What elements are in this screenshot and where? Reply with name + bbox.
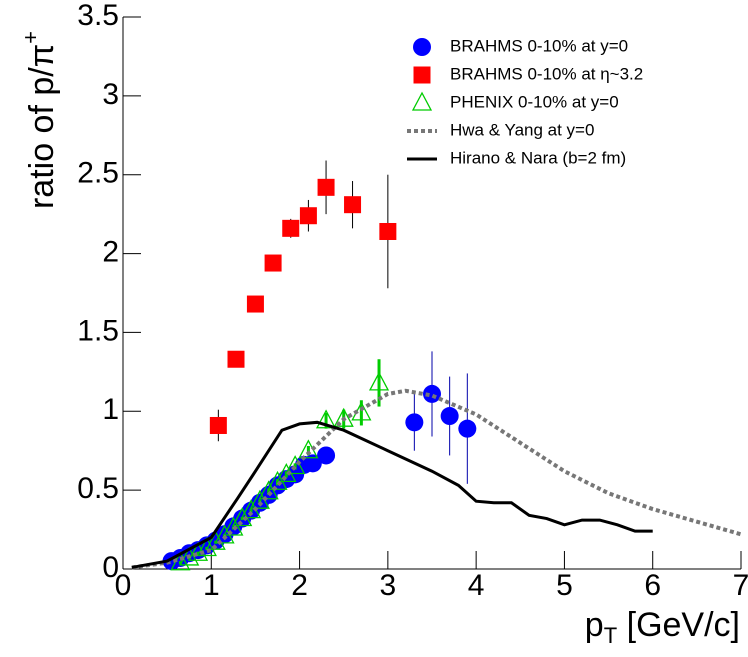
legend-label: Hwa & Yang at y=0 bbox=[450, 120, 594, 139]
x-axis-title-rest: [GeV/c] bbox=[617, 606, 740, 644]
marker-triangle bbox=[179, 546, 200, 566]
marker-circle bbox=[405, 413, 424, 432]
legend-label: BRAHMS 0-10% at η~3.2 bbox=[450, 64, 643, 83]
y-tick-label: 0 bbox=[102, 551, 119, 584]
legend-label: Hirano & Nara (b=2 fm) bbox=[450, 148, 626, 167]
y-axis-title-sup: + bbox=[18, 31, 43, 44]
marker-square bbox=[209, 416, 227, 434]
marker-circle bbox=[440, 407, 459, 426]
y-axis-title: ratio of p/π+ bbox=[18, 31, 61, 209]
x-tick-label: 1 bbox=[203, 569, 220, 602]
marker-triangle bbox=[411, 91, 433, 111]
marker-square bbox=[227, 350, 245, 368]
marker-circle bbox=[303, 454, 322, 473]
marker-triangle bbox=[196, 537, 217, 557]
marker-square bbox=[379, 222, 397, 240]
x-tick-label: 3 bbox=[380, 569, 397, 602]
marker-triangle bbox=[223, 516, 244, 536]
marker-circle bbox=[423, 384, 441, 403]
marker-circle bbox=[317, 446, 336, 465]
model-curve bbox=[131, 420, 653, 569]
x-tick-label: 2 bbox=[291, 569, 308, 602]
marker-square bbox=[317, 178, 335, 196]
marker-square bbox=[299, 207, 317, 225]
y-tick-label: 1 bbox=[102, 393, 119, 426]
marker-square bbox=[282, 219, 300, 237]
marker-square bbox=[413, 66, 431, 84]
x-axis-title: pT [GeV/c] bbox=[585, 606, 740, 648]
marker-triangle bbox=[333, 407, 354, 427]
x-axis-title-text: p bbox=[585, 606, 604, 644]
x-tick-label: 5 bbox=[556, 569, 573, 602]
y-tick-label: 2 bbox=[102, 235, 119, 268]
legend-label: BRAHMS 0-10% at y=0 bbox=[450, 36, 628, 55]
marker-square bbox=[264, 254, 282, 272]
marker-triangle bbox=[258, 480, 279, 500]
x-tick-label: 0 bbox=[115, 569, 132, 602]
y-tick-label: 1.5 bbox=[77, 314, 119, 347]
marker-triangle bbox=[285, 455, 306, 475]
y-tick-label: 0.5 bbox=[77, 472, 119, 505]
marker-triangle bbox=[368, 371, 390, 391]
x-tick-label: 7 bbox=[733, 569, 748, 602]
x-axis-title-sub: T bbox=[604, 623, 617, 648]
marker-triangle bbox=[315, 409, 337, 429]
y-tick-label: 3.5 bbox=[77, 0, 119, 32]
y-axis-title-text: ratio of p/π bbox=[23, 44, 61, 209]
x-tick-label: 4 bbox=[468, 569, 485, 602]
marker-square bbox=[344, 196, 362, 214]
x-tick-label: 6 bbox=[644, 569, 661, 602]
marker-circle bbox=[458, 419, 477, 438]
marker-square bbox=[246, 295, 264, 313]
model-curve bbox=[131, 388, 742, 570]
y-tick-label: 3 bbox=[102, 78, 119, 111]
marker-circle bbox=[413, 38, 431, 56]
legend-label: PHENIX 0-10% at y=0 bbox=[450, 92, 619, 111]
y-tick-label: 2.5 bbox=[77, 157, 119, 190]
